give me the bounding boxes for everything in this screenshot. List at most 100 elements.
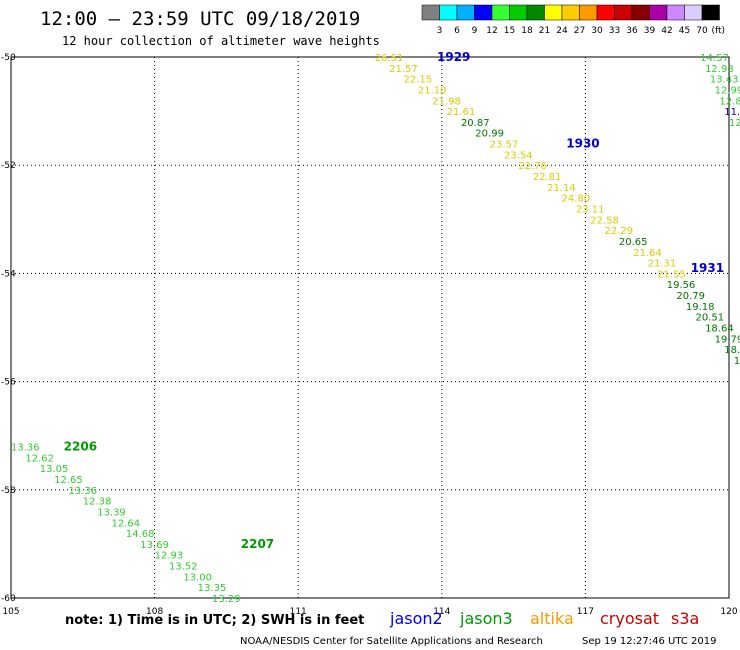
- colorbar-swatch: [596, 4, 615, 21]
- colorbar-tick-label: 36: [626, 26, 638, 36]
- swh-value-label: 20.65: [619, 237, 648, 248]
- swh-value-label: 13.52: [169, 562, 198, 573]
- colorbar-swatch: [421, 4, 440, 21]
- legend-jason3: jason3: [459, 609, 513, 628]
- colorbar-swatch: [544, 4, 563, 21]
- legend-s3a: s3a: [671, 609, 699, 628]
- y-tick-label: -60: [1, 594, 16, 604]
- swh-value-label: 13.36: [11, 443, 40, 454]
- colorbar-tick-label: 24: [556, 26, 568, 36]
- x-tick-label: 114: [433, 607, 450, 617]
- swh-value-label: 22.29: [605, 226, 634, 237]
- swh-value-label: 12.93: [155, 551, 184, 562]
- colorbar-swatch: [614, 4, 633, 21]
- swh-value-label: 21.98: [432, 96, 461, 107]
- y-tick-label: -52: [1, 161, 16, 171]
- colorbar-tick-label: 3: [437, 26, 443, 36]
- swh-value-label: 12.8: [719, 96, 740, 107]
- swh-value-label: 21.64: [633, 248, 662, 259]
- colorbar-tick-label: 27: [574, 26, 585, 36]
- swh-value-label: 13.43: [710, 75, 739, 86]
- colorbar-tick-label: 18: [521, 26, 533, 36]
- swh-value-label: 21.55: [657, 269, 686, 280]
- swh-value-label: 13.05: [40, 464, 69, 475]
- swh-value-label: 21.14: [547, 183, 576, 194]
- plot-frame: [10, 56, 730, 599]
- pass-number-label: 2206: [64, 440, 97, 454]
- y-tick-label: -50: [1, 53, 16, 63]
- swh-value-label: 22.58: [590, 215, 619, 226]
- x-tick-label: 111: [290, 607, 307, 617]
- swh-value-label: 13.00: [183, 572, 212, 583]
- swh-value-label: 12.38: [83, 497, 112, 508]
- y-tick-label: -58: [1, 486, 16, 496]
- colorbar-swatch: [526, 4, 545, 21]
- colorbar-tick-label: 39: [644, 26, 656, 36]
- swh-value-label: 12.99: [715, 85, 740, 96]
- swh-value-label: 21.10: [418, 85, 447, 96]
- pass-number-label: 1931: [691, 261, 724, 275]
- swh-value-label: 20.51: [695, 313, 724, 324]
- colorbar-swatch: [666, 4, 685, 21]
- swh-value-label: 20.99: [475, 129, 504, 140]
- colorbar-tick-label: 42: [661, 26, 672, 36]
- swh-value-label: 12.64: [112, 518, 141, 529]
- x-tick-label: 105: [2, 607, 19, 617]
- swh-value-label: 18.64: [705, 324, 734, 335]
- swh-value-label: 23.57: [490, 140, 519, 151]
- swh-value-label: 26.51: [375, 53, 404, 64]
- satellite-legend: jason2 jason3 altika cryosat s3a: [389, 609, 699, 628]
- swh-value-label: 23.11: [576, 204, 605, 215]
- x-tick-label: 117: [577, 607, 594, 617]
- colorbar-tick-label: 45: [679, 26, 690, 36]
- swh-value-label: 24.80: [561, 194, 590, 205]
- y-tick-label: -54: [1, 269, 16, 279]
- swh-value-label: 21.57: [389, 64, 418, 75]
- credit-text: NOAA/NESDIS Center for Satellite Applica…: [240, 636, 543, 647]
- swh-value-label: 18.77: [724, 345, 740, 356]
- axis-ticks: 105 108 111 114 117 120 -50 -52 -54 -56 -58 -60: [1, 53, 738, 617]
- colorbar-tick-label: 33: [609, 26, 620, 36]
- swh-value-label: 12.65: [54, 475, 83, 486]
- colorbar-swatch: [631, 4, 650, 21]
- colorbar-unit-label: (ft): [712, 26, 726, 36]
- swh-value-label: 22.15: [404, 75, 433, 86]
- legend-cryosat: cryosat: [600, 609, 659, 628]
- swh-value-label: 12.62: [25, 453, 54, 464]
- swh-value-label: 21.31: [648, 259, 677, 270]
- colorbar-swatch: [439, 4, 458, 21]
- colorbar-swatch: [579, 4, 598, 21]
- swh-value-label: 13.69: [140, 540, 169, 551]
- swh-value-label: 13.35: [198, 583, 227, 594]
- swh-value-label: 21.61: [447, 107, 476, 118]
- colorbar-tick-label: 12: [486, 26, 497, 36]
- swh-value-label: 23.54: [504, 150, 533, 161]
- colorbar-tick-label: 6: [454, 26, 460, 36]
- colorbar: 3 6 9 12 15 18 21 24 27 30 33 36 39 42 45 70 (ft): [421, 4, 726, 36]
- pass-number-label: 1929: [437, 50, 470, 64]
- pass-number-label: 2207: [241, 537, 274, 551]
- chart-subtitle: 12 hour collection of altimeter wave hei…: [62, 34, 380, 48]
- pass-labels: 1929 1930 1931 2206 2207: [64, 50, 724, 551]
- colorbar-swatch: [684, 4, 703, 21]
- swh-value-label: 19.79: [715, 334, 740, 345]
- swh-value-label: 22.76: [518, 161, 547, 172]
- x-tick-label: 108: [146, 607, 163, 617]
- swh-value-label: 14.68: [126, 529, 155, 540]
- swh-value-label: 13.36: [68, 486, 97, 497]
- colorbar-tick-label: 9: [472, 26, 478, 36]
- colorbar-swatch: [509, 4, 528, 21]
- swh-value-label: 20.79: [676, 291, 705, 302]
- y-tick-label: -56: [1, 378, 16, 388]
- colorbar-swatch: [491, 4, 510, 21]
- swh-value-label: 12.93: [705, 64, 734, 75]
- swh-value-label: 14.57: [700, 53, 729, 64]
- colorbar-swatch: [561, 4, 580, 21]
- swh-value-label: 22.81: [533, 172, 562, 183]
- swh-value-label: 11.: [724, 107, 740, 118]
- colorbar-tick-label: 15: [504, 26, 515, 36]
- swh-value-label: 19.66: [734, 356, 740, 367]
- pass-number-label: 1930: [566, 137, 599, 151]
- colorbar-swatch: [701, 4, 720, 21]
